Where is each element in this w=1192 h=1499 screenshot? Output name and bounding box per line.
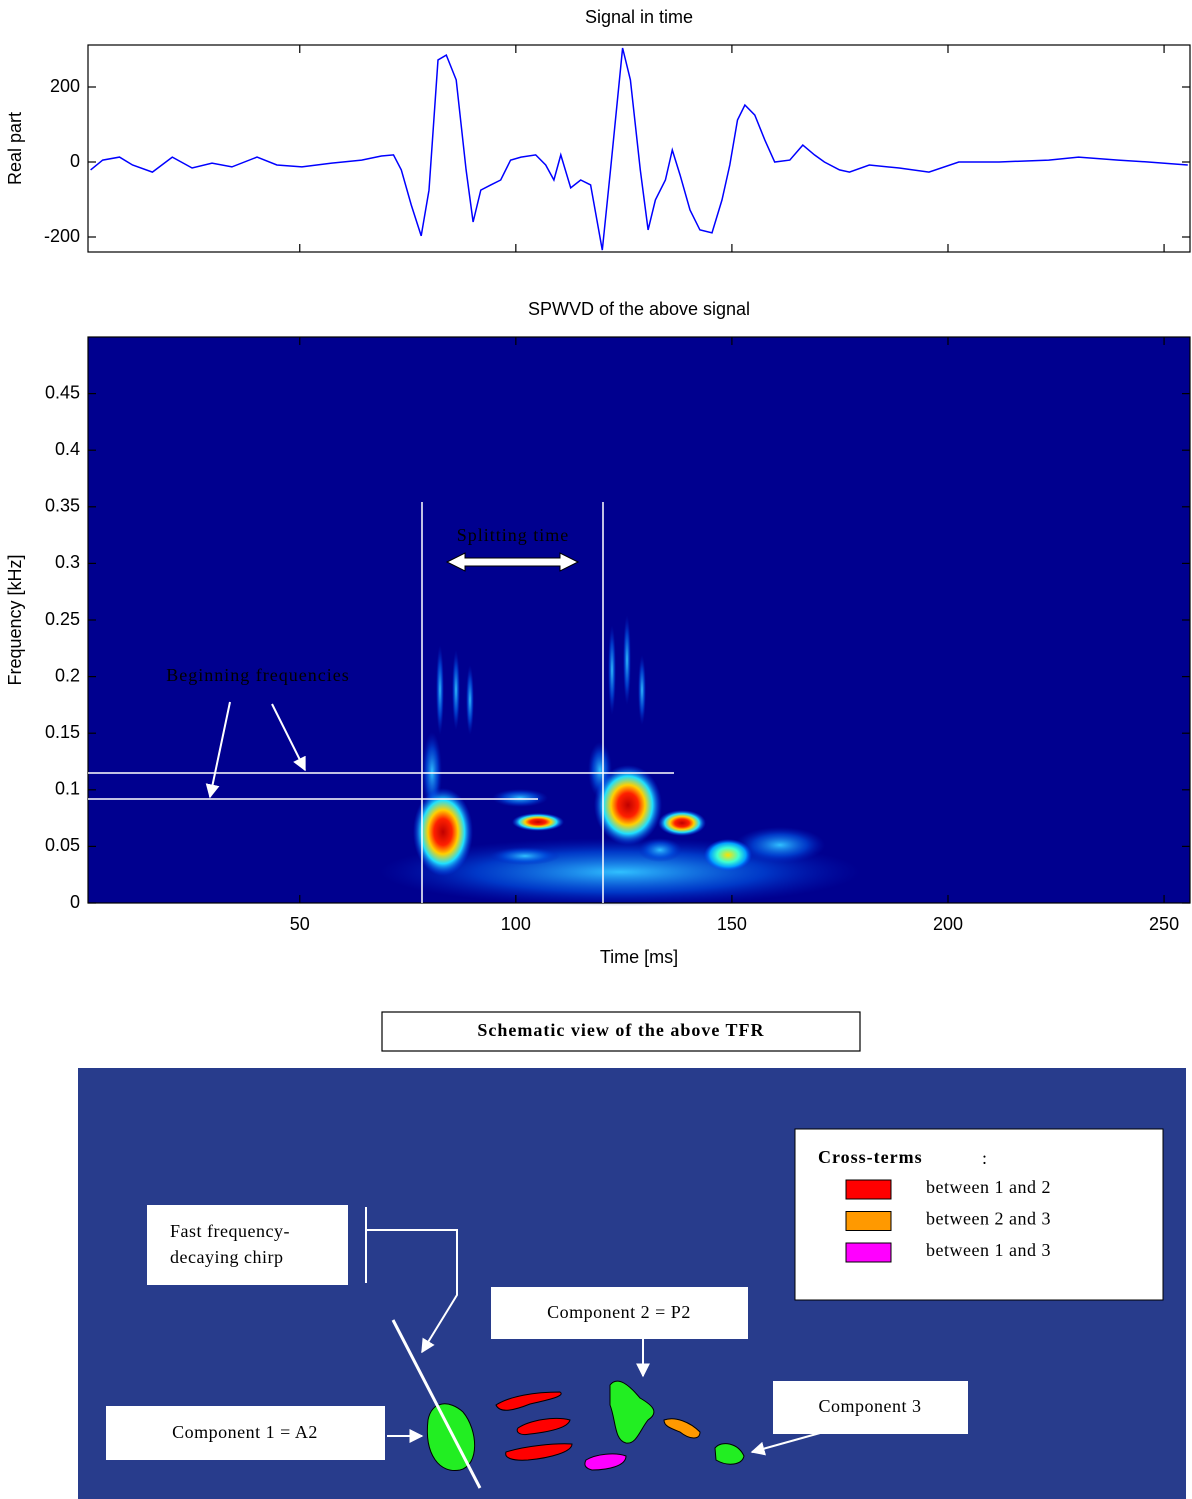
axes-box bbox=[87, 44, 1191, 253]
y-tick-label: 0.35 bbox=[45, 496, 80, 516]
heatmap-blob bbox=[490, 847, 560, 865]
component-1-box bbox=[106, 1406, 385, 1460]
heatmap-blob bbox=[512, 813, 564, 831]
chirp-line bbox=[391, 1319, 482, 1489]
y-tick-label: 200 bbox=[50, 76, 80, 96]
splitting-arrow bbox=[445, 552, 580, 572]
signal-plot: Signal in time Real part -200 0 200 bbox=[5, 7, 1191, 253]
annotation-arrow bbox=[205, 701, 231, 799]
heatmap-blob bbox=[594, 765, 662, 845]
x-tick-label: 200 bbox=[933, 914, 963, 934]
component-3-arrow bbox=[750, 1427, 839, 1456]
legend-swatch bbox=[845, 1179, 892, 1200]
legend-entries: between 1 and 2 between 2 and 3 between 1 … bbox=[845, 1177, 1051, 1263]
schematic-title-box bbox=[381, 1011, 861, 1052]
annotation-text: Splitting time bbox=[457, 525, 570, 545]
heatmap-blob bbox=[452, 650, 460, 730]
legend-label: between 2 and 3 bbox=[926, 1209, 1051, 1229]
y-tick-label: 0 bbox=[70, 892, 80, 912]
heatmap-blob bbox=[436, 645, 444, 735]
component-3-shape bbox=[714, 1443, 745, 1465]
cross-term-2-3 bbox=[663, 1418, 701, 1439]
legend-separator: : bbox=[982, 1148, 987, 1168]
schematic-title: Schematic view of the above TFR bbox=[477, 1020, 764, 1040]
y-tick-label: 0.45 bbox=[45, 382, 80, 402]
annotation-text: Beginning frequencies bbox=[166, 665, 349, 685]
chirp-label-line: decaying chirp bbox=[170, 1247, 283, 1267]
legend-title: Cross-terms bbox=[818, 1147, 923, 1167]
chart-title: SPWVD of the above signal bbox=[528, 299, 750, 319]
x-tick-label: 50 bbox=[290, 914, 310, 934]
plot-area bbox=[88, 45, 1190, 252]
x-axis-label: Time [ms] bbox=[600, 947, 678, 967]
heatmap-blob bbox=[704, 839, 752, 871]
cross-term-1-2 bbox=[495, 1391, 562, 1411]
chart-title: Signal in time bbox=[585, 7, 693, 27]
cross-term-1-2 bbox=[505, 1443, 573, 1461]
component-3-label: Component 3 bbox=[819, 1396, 922, 1416]
heatmap-blob bbox=[638, 655, 646, 725]
y-axis-label: Real part bbox=[5, 112, 25, 185]
cross-term-1-3 bbox=[584, 1453, 627, 1471]
component-3-box bbox=[773, 1381, 968, 1434]
component-2-label: Component 2 = P2 bbox=[547, 1302, 691, 1322]
heatmap-blob bbox=[638, 838, 682, 862]
tfr-plot: SPWVD of the above signal Frequency [kHz]… bbox=[5, 299, 1191, 967]
axes-box bbox=[87, 336, 1191, 904]
chirp-label-line: Fast frequency- bbox=[170, 1221, 290, 1241]
annotation-arrow bbox=[271, 703, 306, 772]
signal-line bbox=[90, 47, 1188, 251]
y-tick-label: 0.1 bbox=[55, 779, 80, 799]
heatmap-blob bbox=[735, 827, 825, 863]
heatmap-blob bbox=[413, 788, 473, 876]
legend-label: between 1 and 2 bbox=[926, 1177, 1051, 1197]
component-1-label: Component 1 = A2 bbox=[172, 1422, 318, 1442]
component-2-shape bbox=[609, 1380, 655, 1444]
heatmap-blob bbox=[658, 810, 706, 836]
y-tick-label: 0.05 bbox=[45, 835, 80, 855]
y-tick-label: 0 bbox=[70, 151, 80, 171]
legend-swatch bbox=[845, 1242, 892, 1263]
y-tick-label: 0.3 bbox=[55, 552, 80, 572]
y-tick-label: 0.25 bbox=[45, 609, 80, 629]
x-tick-label: 100 bbox=[501, 914, 531, 934]
x-tick-label: 150 bbox=[717, 914, 747, 934]
y-tick-label: 0.15 bbox=[45, 722, 80, 742]
chirp-arrow bbox=[365, 1207, 458, 1352]
x-tick-label: 250 bbox=[1149, 914, 1179, 934]
heatmap-blob bbox=[492, 789, 548, 807]
heatmap-blob bbox=[623, 615, 631, 705]
cross-term-1-2 bbox=[516, 1417, 571, 1435]
legend-swatch bbox=[845, 1211, 892, 1231]
y-tick-label: 0.2 bbox=[55, 665, 80, 685]
legend-label: between 1 and 3 bbox=[926, 1240, 1051, 1260]
chirp-label-box bbox=[147, 1205, 348, 1285]
y-tick-label: -200 bbox=[44, 226, 80, 246]
component-2-box bbox=[491, 1287, 748, 1339]
y-tick-label: 0.4 bbox=[55, 439, 80, 459]
heatmap-blob bbox=[466, 665, 474, 735]
heatmap-blob bbox=[608, 625, 616, 715]
y-axis-label: Frequency [kHz] bbox=[5, 554, 25, 685]
